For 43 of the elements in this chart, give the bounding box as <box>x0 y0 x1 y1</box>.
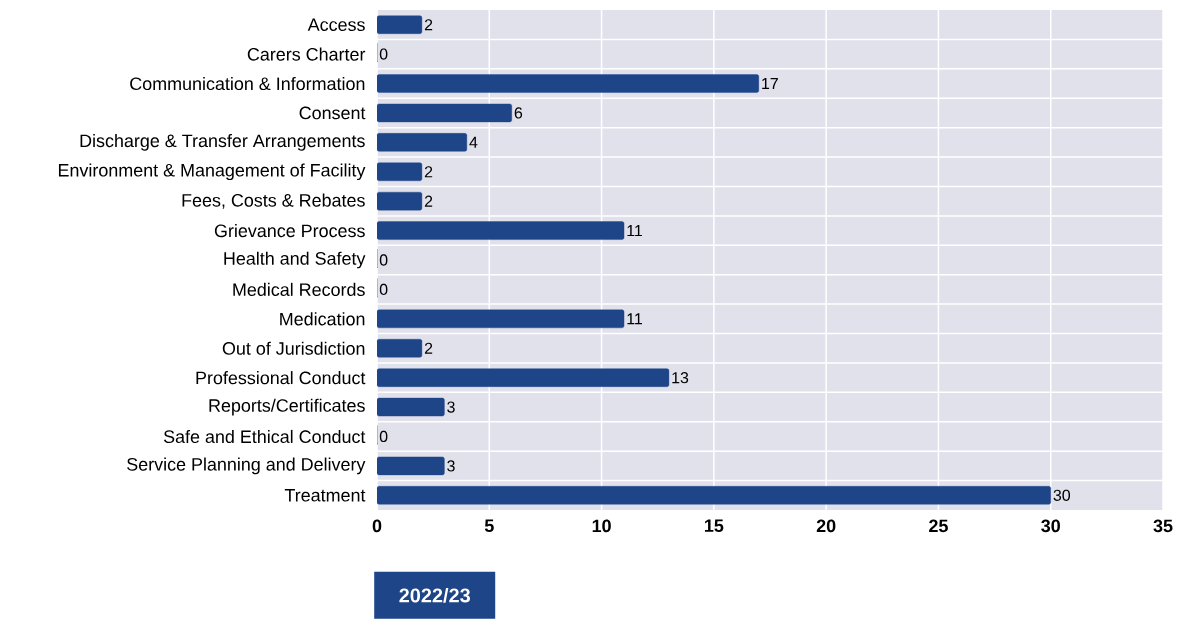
data-label: 3 <box>447 401 455 413</box>
y-tick-label: Reports/Certificates <box>209 398 365 416</box>
y-tick-label: Safe and Ethical Conduct <box>163 429 366 444</box>
y-tick-label: Consent <box>299 106 366 120</box>
x-tick-label: 0 <box>372 519 382 533</box>
data-label: 2 <box>424 19 433 31</box>
y-tick-label: Fees, Costs & Rebates <box>182 193 365 209</box>
y-tick-label: Carers Charter <box>247 47 366 61</box>
text: 2022/23 <box>399 587 470 603</box>
data-label: 11 <box>627 225 642 237</box>
x-tick-label: 15 <box>705 519 724 533</box>
data-label: 6 <box>514 107 523 119</box>
y-tick-label: Discharge & Transfer Arrangements <box>80 133 365 151</box>
data-label: 2 <box>424 195 433 207</box>
data-label: 4 <box>469 136 478 148</box>
y-tick-label: Health and Safety <box>224 251 366 269</box>
y-tick-label: Treatment <box>284 489 366 502</box>
y-tick-label: Out of Jurisdiction <box>222 341 365 355</box>
data-label: 17 <box>762 78 778 90</box>
data-label: 0 <box>379 254 388 266</box>
x-tick-label: 35 <box>1153 519 1173 533</box>
y-tick-label: Access <box>307 18 365 31</box>
x-tick-label: 5 <box>484 519 494 533</box>
y-tick-label: Medical Records <box>233 282 365 296</box>
y-tick-label: Environment & Management of Facility <box>58 163 366 181</box>
x-tick-label: 25 <box>929 519 948 533</box>
data-label: 0 <box>379 48 388 60</box>
y-tick-label: Grievance Process <box>214 224 365 238</box>
data-label: 30 <box>1053 489 1071 501</box>
data-label: 3 <box>447 460 455 472</box>
y-tick-label: Professional Conduct <box>196 371 366 385</box>
data-label: 11 <box>627 313 642 325</box>
data-label: 2 <box>424 166 433 178</box>
y-tick-label: Service Planning and Delivery <box>127 457 366 475</box>
data-label: 0 <box>379 283 388 296</box>
x-tick-label: 10 <box>592 519 611 533</box>
y-tick-label: Medication <box>280 312 365 326</box>
data-label: 2 <box>424 342 433 354</box>
x-tick-label: 20 <box>816 519 836 533</box>
data-label: 0 <box>379 430 388 443</box>
data-label: 13 <box>672 372 689 384</box>
x-tick-label: 30 <box>1041 519 1060 533</box>
y-tick-label: Communication & Information <box>130 76 365 91</box>
